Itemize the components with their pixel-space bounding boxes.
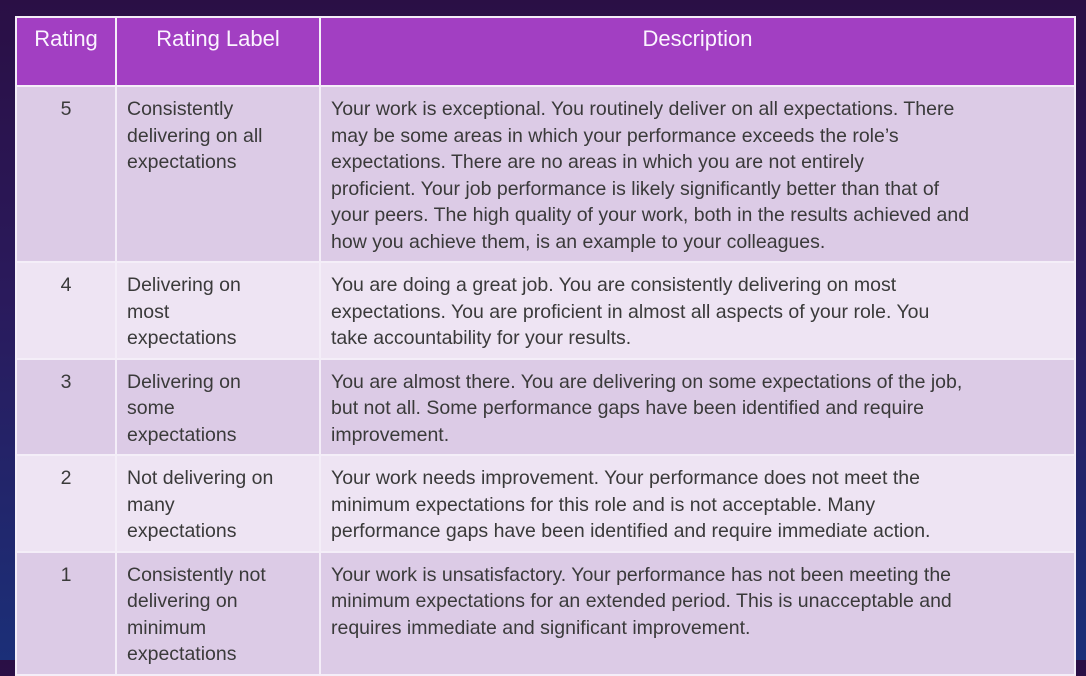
rating-label-cell: Delivering on most expectations: [115, 261, 321, 360]
rating-label-cell: Not delivering on many expectations: [115, 454, 321, 553]
header-rating: Rating: [15, 16, 117, 87]
rating-label-cell: Consistently delivering on all expectati…: [115, 85, 321, 263]
rating-cell: 2: [15, 454, 117, 553]
rating-cell: 1: [15, 550, 117, 676]
description-cell: Your work is exceptional. You routinely …: [319, 85, 1076, 263]
header-description: Description: [319, 16, 1076, 87]
description-cell: You are almost there. You are delivering…: [319, 357, 1076, 456]
description-cell: Your work is unsatisfactory. Your perfor…: [319, 550, 1076, 676]
description-cell: You are doing a great job. You are consi…: [319, 261, 1076, 360]
rating-table: Rating Rating Label Description 5 Consis…: [15, 16, 1076, 676]
table-row: 1 Consistently not delivering on minimum…: [15, 550, 1076, 676]
table-row: 2 Not delivering on many expectations Yo…: [15, 454, 1076, 553]
table-row: 3 Delivering on some expectations You ar…: [15, 357, 1076, 456]
rating-cell: 3: [15, 357, 117, 456]
table-row: 5 Consistently delivering on all expecta…: [15, 85, 1076, 263]
table-header-row: Rating Rating Label Description: [15, 16, 1076, 87]
rating-cell: 4: [15, 261, 117, 360]
rating-cell: 5: [15, 85, 117, 263]
header-rating-label: Rating Label: [115, 16, 321, 87]
description-cell: Your work needs improvement. Your perfor…: [319, 454, 1076, 553]
table-row: 4 Delivering on most expectations You ar…: [15, 261, 1076, 360]
rating-label-cell: Consistently not delivering on minimum e…: [115, 550, 321, 676]
rating-label-cell: Delivering on some expectations: [115, 357, 321, 456]
